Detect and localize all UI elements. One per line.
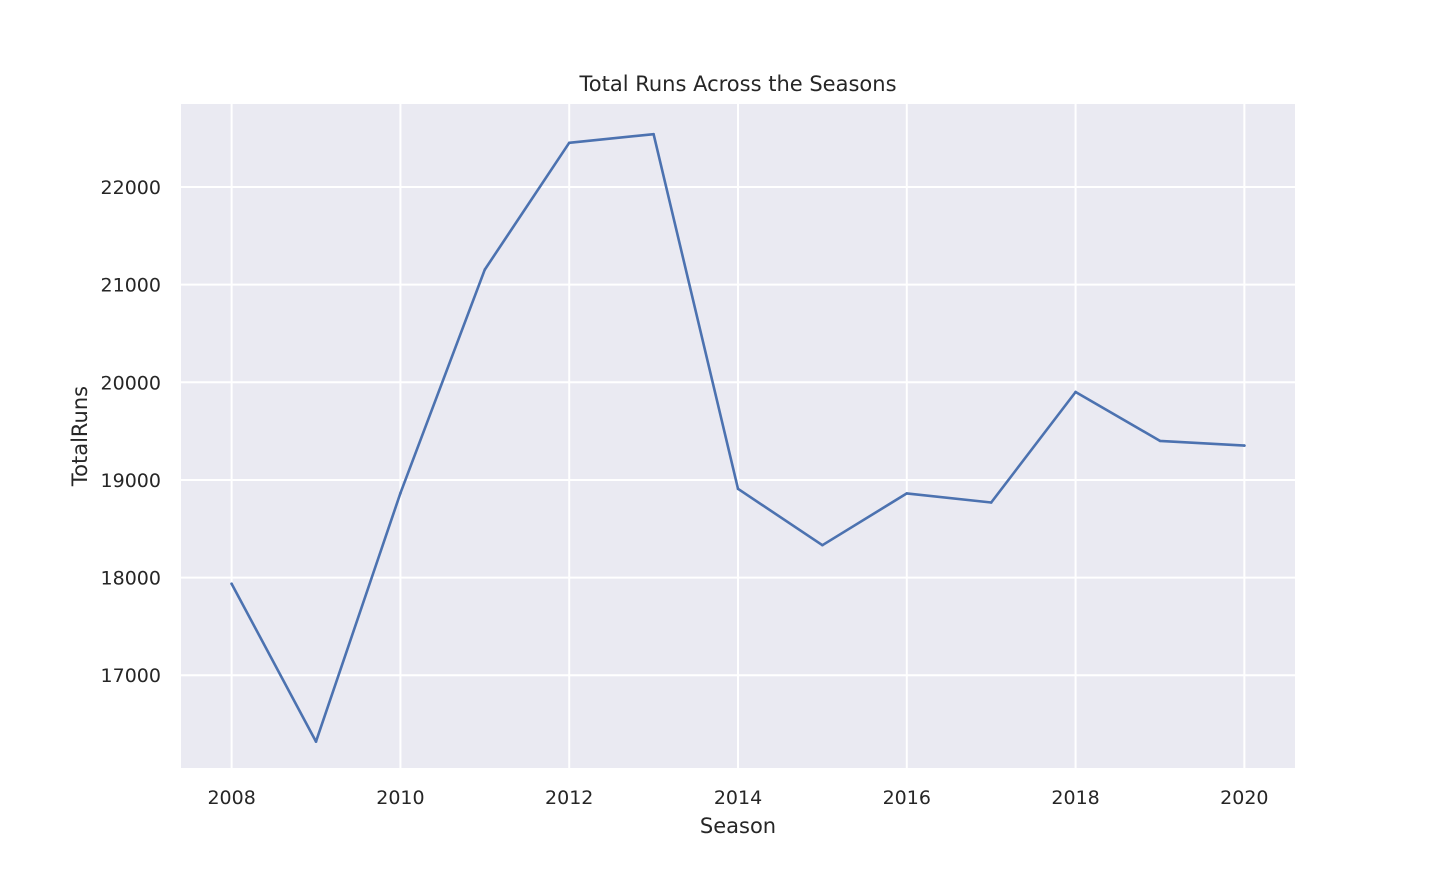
y-tick-label: 21000 xyxy=(101,275,161,297)
grid-lines xyxy=(181,104,1295,768)
data-point xyxy=(989,501,993,504)
data-point xyxy=(652,132,655,136)
data-point xyxy=(399,491,402,495)
x-tick-label: 2018 xyxy=(1051,787,1099,809)
data-point xyxy=(567,141,571,145)
x-tick-label: 2010 xyxy=(376,787,424,809)
y-tick-label: 17000 xyxy=(101,665,161,687)
x-tick-label: 2014 xyxy=(714,787,762,809)
x-axis-label: Season xyxy=(700,814,776,838)
data-point xyxy=(1158,439,1162,443)
data-point xyxy=(736,487,740,491)
y-tick-label: 19000 xyxy=(101,470,161,492)
y-axis-label: TotalRuns xyxy=(68,386,92,487)
x-tick-label: 2012 xyxy=(545,787,593,809)
tick-labels: 2008 2010 2012 2014 2016 2018 2020 17000 18000 19… xyxy=(101,177,1269,809)
y-tick-label: 20000 xyxy=(101,372,161,394)
chart-title: Total Runs Across the Seasons xyxy=(578,72,896,96)
x-tick-label: 2020 xyxy=(1220,787,1268,809)
y-tick-label: 22000 xyxy=(101,177,161,199)
data-point xyxy=(314,740,318,743)
data-point xyxy=(483,268,487,271)
data-point xyxy=(821,543,824,547)
data-point xyxy=(1074,390,1077,394)
data-point xyxy=(905,492,909,495)
y-tick-label: 18000 xyxy=(101,568,161,590)
series-layer xyxy=(230,132,1246,743)
data-point xyxy=(230,582,233,586)
x-tick-label: 2016 xyxy=(883,787,931,809)
data-point xyxy=(1243,444,1246,447)
x-tick-label: 2008 xyxy=(207,787,255,809)
